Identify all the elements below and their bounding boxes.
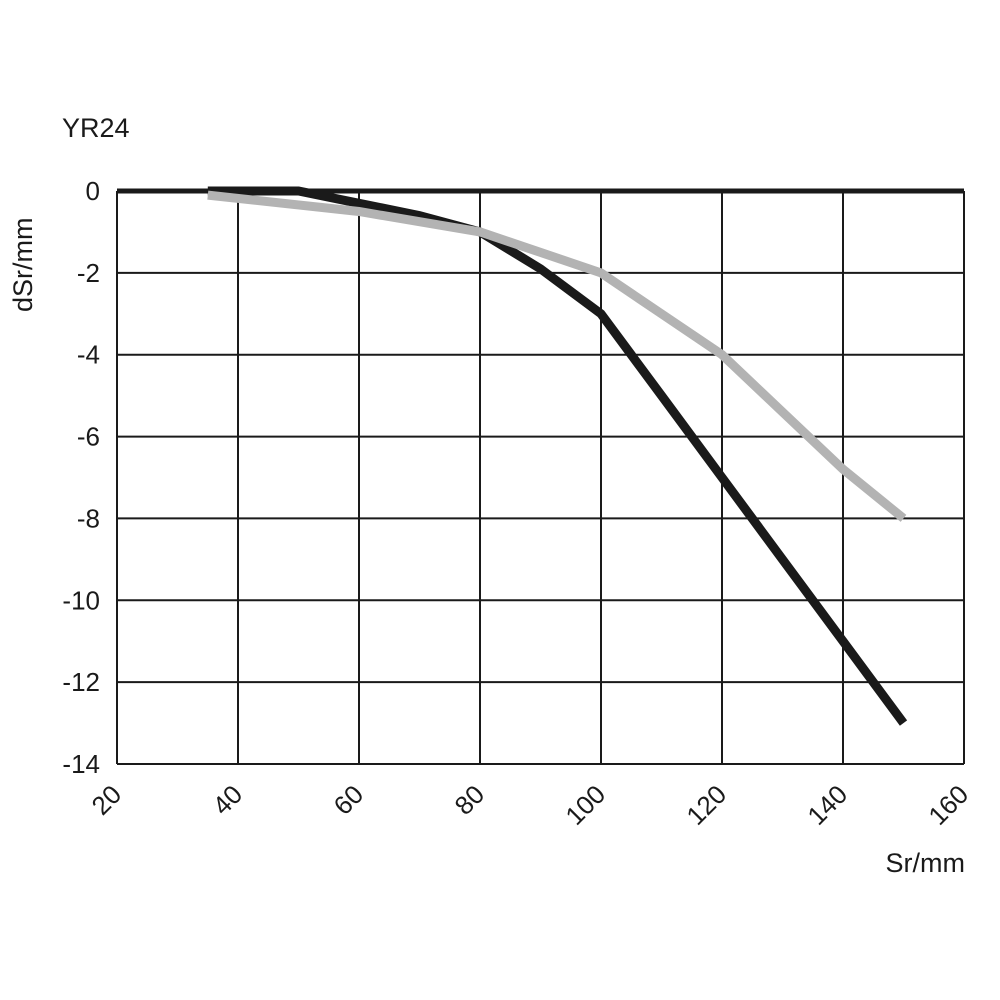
grid	[116, 188, 965, 765]
y-tick-label: -6	[77, 422, 100, 452]
x-tick-label: 140	[801, 779, 853, 831]
y-tick-label: -12	[62, 667, 100, 697]
y-tick-label: -4	[77, 340, 100, 370]
y-axis-title: dSr/mm	[8, 218, 38, 313]
chart-title: YR24	[62, 113, 130, 143]
series-line-2	[207, 190, 907, 522]
y-tick-label: -10	[62, 585, 100, 615]
y-tick-label: -14	[62, 749, 100, 779]
series-line-1	[207, 186, 908, 726]
x-tick-label: 160	[922, 779, 974, 831]
y-tick-label: 0	[86, 176, 100, 206]
y-tick-label: -2	[77, 258, 100, 288]
y-tick-label: -8	[77, 503, 100, 533]
x-tick-label: 120	[680, 779, 732, 831]
x-tick-labels: 20 40 60 80 100 120 140 160	[86, 779, 975, 831]
x-axis-title: Sr/mm	[886, 848, 965, 878]
x-tick-label: 20	[86, 779, 128, 821]
series-layer	[207, 186, 908, 726]
x-tick-label: 40	[207, 779, 249, 821]
x-tick-label: 80	[449, 779, 491, 821]
x-tick-label: 60	[328, 779, 370, 821]
x-tick-label: 100	[559, 779, 611, 831]
y-tick-labels: 0 -2 -4 -6 -8 -10 -12 -14	[62, 176, 100, 779]
